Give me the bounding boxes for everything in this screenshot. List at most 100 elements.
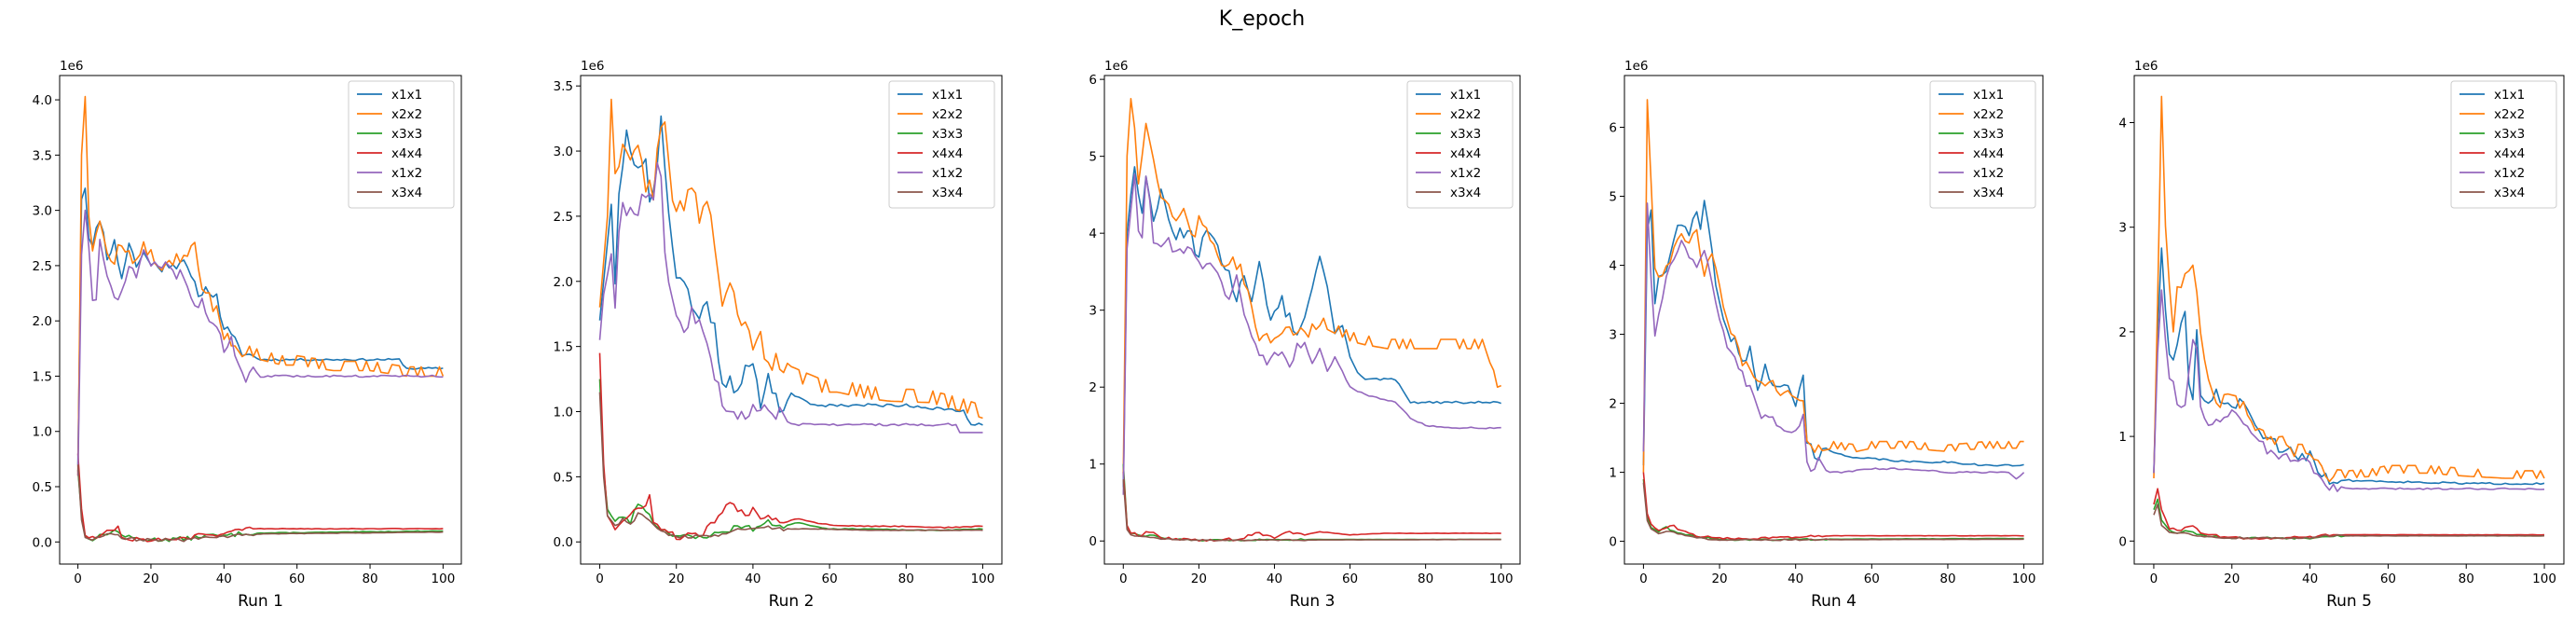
y-tick-label: 2: [1089, 380, 1097, 395]
y-tick-label: 2: [2118, 325, 2127, 340]
y-tick-label: 2: [1609, 397, 1617, 412]
legend-label-x1x2: x1x2: [1450, 166, 1481, 181]
legend-label-x1x1: x1x1: [391, 88, 422, 103]
x-tick-label: 40: [1788, 572, 1803, 586]
y-tick-label: 6: [1609, 121, 1617, 136]
legend-label-x3x3: x3x3: [391, 127, 422, 142]
series-line-x4x4: [2153, 488, 2545, 540]
figure-title: K_epoch: [1219, 7, 1305, 31]
y-tick-label: 6: [1089, 73, 1097, 88]
series-line-x1x1: [1122, 166, 1501, 488]
legend: x1x1 x2x2 x3x3 x4x4 x1x2 x3x4: [888, 80, 995, 209]
x-tick-label: 0: [2150, 572, 2158, 586]
series-line-x1x2: [1642, 202, 2025, 480]
legend-label-x2x2: x2x2: [391, 107, 422, 122]
x-tick-label: 20: [1191, 572, 1207, 586]
y-tick-label: 2.0: [554, 275, 573, 290]
legend-label-x3x4: x3x4: [1450, 186, 1481, 200]
legend-label-x2x2: x2x2: [932, 107, 963, 122]
y-tick-label: 0.0: [554, 535, 573, 550]
y-tick-label: 0: [1089, 534, 1097, 549]
legend-box: [2450, 80, 2557, 209]
y-offset-label: 1e6: [581, 59, 604, 74]
x-tick-label: 40: [745, 572, 760, 586]
legend-label-x3x4: x3x4: [391, 186, 422, 200]
legend-label-x3x4: x3x4: [932, 186, 963, 200]
y-offset-label: 1e6: [1624, 59, 1648, 74]
series-lines: [1642, 99, 2025, 542]
series-line-x3x4: [1642, 482, 2024, 542]
legend-label-x1x1: x1x1: [1973, 88, 2004, 103]
series-line-x1x2: [76, 209, 444, 476]
y-tick-label: 3.5: [554, 79, 573, 94]
series-lines: [76, 95, 445, 543]
series-line-x2x2: [1122, 98, 1501, 473]
legend-label-x1x2: x1x2: [2494, 166, 2525, 181]
x-tick-label: 100: [2532, 572, 2556, 586]
y-tick-label: 4: [1089, 227, 1097, 241]
y-offset-label: 1e6: [2134, 59, 2158, 74]
subplot-2: 1e6 0 20 40 60 80 100 0.0 0.5 1.0 1.5 2.0 2.5 3.0 3.5 R…: [554, 59, 1003, 611]
series-line-x1x2: [1122, 173, 1501, 495]
y-tick-label: 3: [2118, 221, 2127, 236]
series-lines: [1122, 98, 1501, 542]
legend-box: [348, 80, 455, 209]
x-tick-label: 60: [289, 572, 305, 586]
y-tick-label: 1: [2118, 430, 2127, 445]
series-line-x3x4: [598, 392, 983, 539]
legend-label-x3x3: x3x3: [1450, 127, 1481, 142]
series-line-x1x2: [2153, 289, 2545, 492]
legend-label-x1x1: x1x1: [2494, 88, 2525, 103]
series-line-x2x2: [1642, 99, 2024, 473]
legend-label-x2x2: x2x2: [2494, 107, 2525, 122]
legend: x1x1 x2x2 x3x3 x4x4 x1x2 x3x4: [1406, 80, 1514, 209]
y-tick-label: 1.5: [554, 340, 573, 355]
y-tick-label: 1.0: [33, 425, 52, 440]
y-tick-label: 3: [1609, 328, 1617, 343]
legend-box: [888, 80, 995, 209]
legend-label-x3x3: x3x3: [2494, 127, 2525, 142]
x-tick-label: 20: [1711, 572, 1727, 586]
y-tick-label: 0.0: [33, 535, 52, 550]
x-tick-label: 100: [432, 572, 456, 586]
legend-box: [1929, 80, 2036, 209]
y-tick-label: 1.5: [33, 369, 52, 384]
y-tick-label: 5: [1609, 190, 1617, 205]
x-axis-label: Run 5: [2326, 592, 2372, 611]
x-tick-label: 80: [1418, 572, 1433, 586]
plot-frame: [2133, 75, 2565, 565]
y-tick-label: 2.5: [33, 259, 52, 274]
legend-label-x4x4: x4x4: [932, 146, 963, 161]
legend: x1x1 x2x2 x3x3 x4x4 x1x2 x3x4: [2450, 80, 2557, 209]
y-offset-label: 1e6: [1104, 59, 1128, 74]
x-tick-label: 40: [1267, 572, 1282, 586]
y-tick-label: 4: [1609, 259, 1617, 274]
x-tick-label: 100: [2012, 572, 2036, 586]
x-tick-label: 100: [971, 572, 995, 586]
legend-label-x4x4: x4x4: [391, 146, 422, 161]
x-tick-label: 20: [668, 572, 684, 586]
series-line-x4x4: [1642, 472, 2024, 541]
plot-frame: [1103, 75, 1521, 565]
y-tick-label: 4: [2118, 116, 2127, 131]
series-line-x4x4: [1122, 471, 1501, 542]
y-tick-label: 2.0: [33, 314, 52, 329]
legend: x1x1 x2x2 x3x3 x4x4 x1x2 x3x4: [1929, 80, 2036, 209]
series-line-x1x1: [2153, 247, 2545, 486]
x-tick-label: 20: [143, 572, 158, 586]
legend-label-x1x1: x1x1: [932, 88, 963, 103]
series-line-x4x4: [76, 453, 444, 543]
y-tick-label: 3.0: [33, 204, 52, 219]
legend-label-x2x2: x2x2: [1450, 107, 1481, 122]
x-axis-label: Run 4: [1811, 592, 1857, 611]
y-tick-label: 3: [1089, 304, 1097, 319]
series-line-x3x4: [1122, 479, 1501, 542]
legend: x1x1 x2x2 x3x3 x4x4 x1x2 x3x4: [348, 80, 455, 209]
series-line-x1x2: [598, 161, 983, 434]
x-tick-label: 0: [1119, 572, 1128, 586]
series-line-x4x4: [598, 352, 983, 541]
